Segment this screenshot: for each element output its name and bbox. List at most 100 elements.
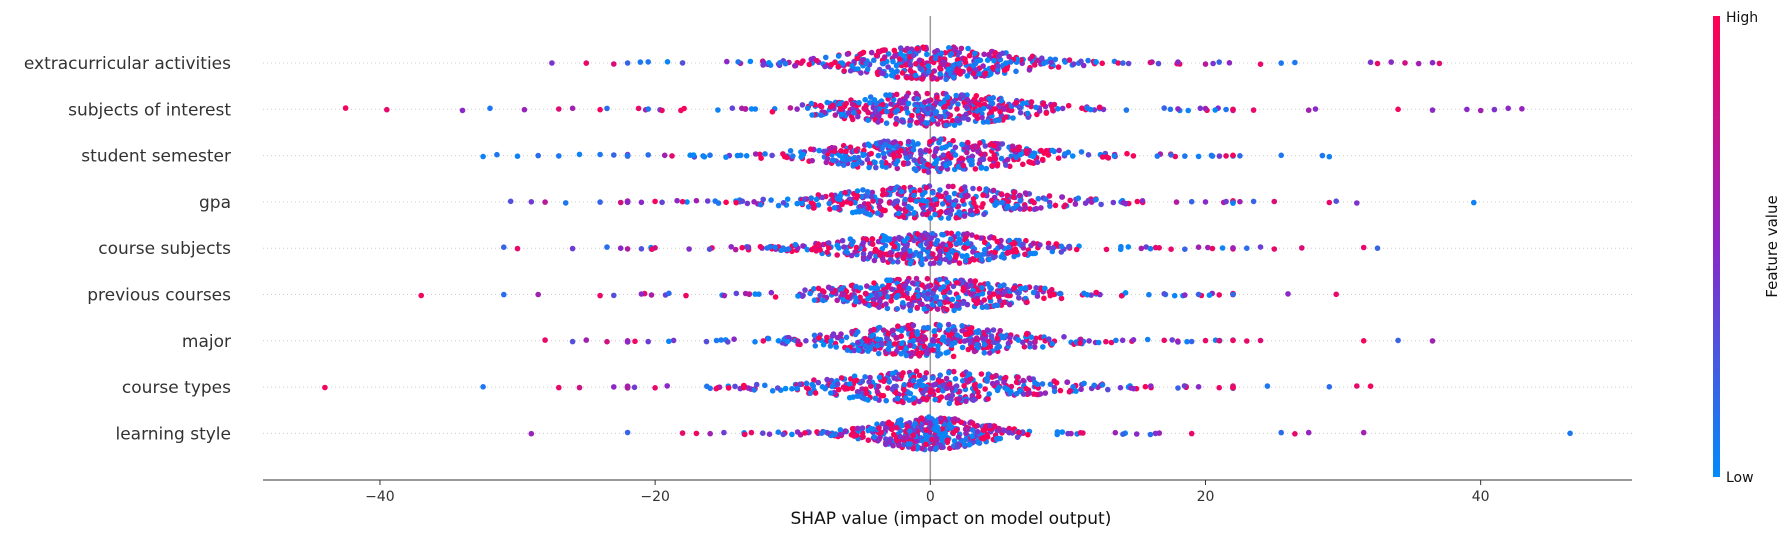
shap-point bbox=[978, 371, 985, 377]
shap-point bbox=[980, 192, 986, 198]
shap-point bbox=[978, 97, 985, 103]
outlier-point bbox=[645, 152, 651, 158]
feature-points-row bbox=[501, 230, 1381, 268]
shap-point bbox=[1030, 240, 1037, 247]
shap-point bbox=[807, 390, 814, 396]
shap-point bbox=[1004, 386, 1011, 393]
shap-point bbox=[995, 294, 1002, 300]
shap-point bbox=[996, 53, 1002, 60]
shap-point bbox=[1230, 152, 1236, 159]
outlier-point bbox=[342, 105, 349, 111]
shap-point bbox=[867, 425, 874, 432]
outlier-point bbox=[1216, 337, 1222, 344]
shap-point bbox=[1093, 196, 1099, 203]
shap-point bbox=[952, 152, 959, 158]
shap-point bbox=[890, 58, 896, 65]
shap-point bbox=[833, 344, 839, 350]
shap-point bbox=[921, 343, 928, 350]
x-axis-label: SHAP value (impact on model output) bbox=[791, 509, 1112, 529]
outlier-point bbox=[1471, 199, 1477, 206]
shap-point bbox=[924, 350, 931, 357]
shap-point bbox=[872, 246, 879, 253]
shap-point bbox=[976, 71, 982, 77]
outlier-point bbox=[597, 199, 603, 205]
shap-point bbox=[1041, 295, 1047, 302]
shap-point bbox=[1001, 379, 1007, 386]
shap-point bbox=[951, 368, 957, 375]
shap-point bbox=[832, 59, 838, 66]
shap-point bbox=[737, 152, 744, 159]
shap-point bbox=[1058, 249, 1065, 255]
shap-point bbox=[1078, 58, 1084, 65]
outlier-point bbox=[1271, 198, 1278, 205]
outlier-point bbox=[1402, 60, 1408, 66]
shap-point bbox=[985, 281, 991, 287]
outlier-point bbox=[1505, 105, 1511, 112]
shap-point bbox=[932, 381, 939, 388]
shap-point bbox=[1077, 340, 1083, 347]
shap-point bbox=[729, 105, 736, 111]
shap-point bbox=[943, 190, 949, 197]
shap-point bbox=[1049, 286, 1055, 293]
shap-point bbox=[1078, 149, 1085, 155]
shap-point bbox=[1091, 382, 1097, 389]
shap-point bbox=[948, 236, 954, 242]
shap-point bbox=[925, 295, 931, 301]
shap-point bbox=[966, 157, 973, 164]
shap-point bbox=[1030, 153, 1036, 160]
shap-point bbox=[943, 209, 950, 216]
shap-point bbox=[893, 115, 900, 122]
shap-point bbox=[929, 436, 935, 443]
shap-point bbox=[820, 341, 827, 348]
outlier-point bbox=[1333, 291, 1339, 298]
shap-point bbox=[828, 338, 834, 344]
shap-point bbox=[948, 51, 955, 57]
outlier-point bbox=[1175, 385, 1181, 391]
feature-points-row bbox=[342, 90, 1525, 129]
shap-point bbox=[928, 202, 934, 208]
shap-point bbox=[1093, 289, 1100, 296]
shap-point bbox=[930, 190, 936, 196]
shap-point bbox=[961, 338, 968, 344]
shap-point bbox=[735, 59, 741, 65]
shap-point bbox=[932, 396, 938, 403]
outlier-point bbox=[707, 430, 713, 437]
shap-point bbox=[775, 429, 782, 436]
shap-point bbox=[854, 329, 861, 335]
shap-point bbox=[861, 105, 868, 112]
shap-point bbox=[981, 297, 988, 303]
shap-point bbox=[975, 389, 981, 395]
shap-point bbox=[849, 425, 856, 432]
outlier-point bbox=[1195, 291, 1202, 298]
shap-point bbox=[1011, 189, 1017, 195]
shap-point bbox=[935, 387, 942, 394]
shap-point bbox=[830, 331, 837, 337]
outlier-point bbox=[1285, 291, 1291, 297]
shap-point bbox=[1006, 425, 1012, 432]
shap-point bbox=[964, 73, 971, 79]
shap-point bbox=[774, 385, 781, 391]
shap-point bbox=[1006, 301, 1013, 308]
shap-point bbox=[984, 57, 991, 63]
shap-point bbox=[1066, 57, 1073, 63]
shap-point bbox=[1026, 375, 1032, 382]
shap-point bbox=[960, 300, 966, 307]
shap-point bbox=[939, 337, 946, 343]
shap-point bbox=[906, 428, 913, 435]
outlier-point bbox=[1292, 431, 1298, 437]
shap-point bbox=[787, 148, 794, 154]
shap-point bbox=[760, 430, 766, 437]
shap-point bbox=[724, 58, 730, 65]
shap-point bbox=[1167, 106, 1174, 113]
shap-point bbox=[1013, 68, 1019, 75]
shap-point bbox=[980, 105, 987, 112]
shap-point bbox=[927, 215, 934, 221]
shap-point bbox=[1005, 203, 1011, 210]
shap-point bbox=[901, 382, 908, 388]
shap-point bbox=[865, 109, 871, 116]
shap-point bbox=[883, 301, 889, 307]
shap-point bbox=[1115, 60, 1121, 66]
shap-point bbox=[1139, 198, 1146, 204]
outlier-point bbox=[542, 337, 548, 343]
